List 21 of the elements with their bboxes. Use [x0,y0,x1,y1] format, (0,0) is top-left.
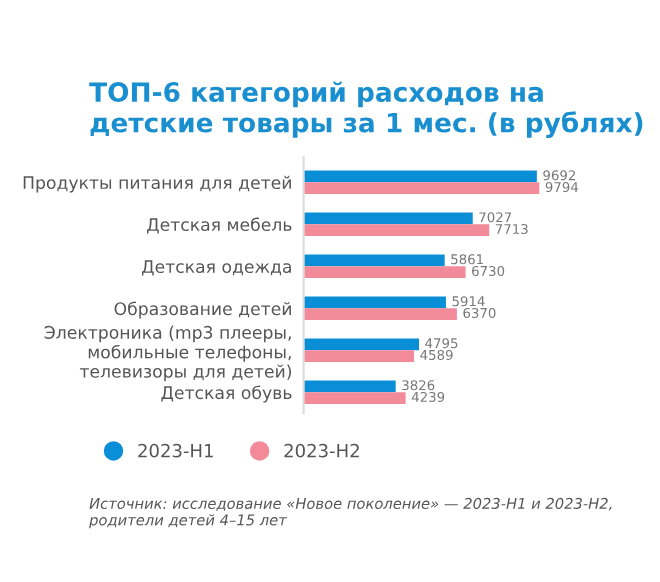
y-tick-label: Детская обувь [161,385,292,403]
bar [303,212,473,225]
y-tick-label: Детская мебель [147,217,292,234]
chart-title: ТОП-6 категорий расходов на детские товары за 1 мес. (в рублях) [89,81,643,138]
bar [303,392,406,404]
bar [303,170,537,183]
bar [303,254,445,267]
legend-label: 2023-H2 [284,443,359,458]
y-tick-label: Продукты питания для детей [23,175,291,193]
bar [303,266,466,279]
bar [303,350,415,362]
legend-label: 2023-H1 [138,443,213,458]
bar [303,182,540,195]
bar [303,338,419,351]
bar [303,224,490,237]
y-tick-label: Образование детей [114,301,291,319]
y-tick-label: Электроника (mp3 плееры, мобильные телефоны, телевизоры для детей) [44,325,291,382]
bar [303,296,446,309]
bar [303,380,396,393]
bar [303,308,457,321]
y-tick-label: Детская одежда [141,260,291,276]
